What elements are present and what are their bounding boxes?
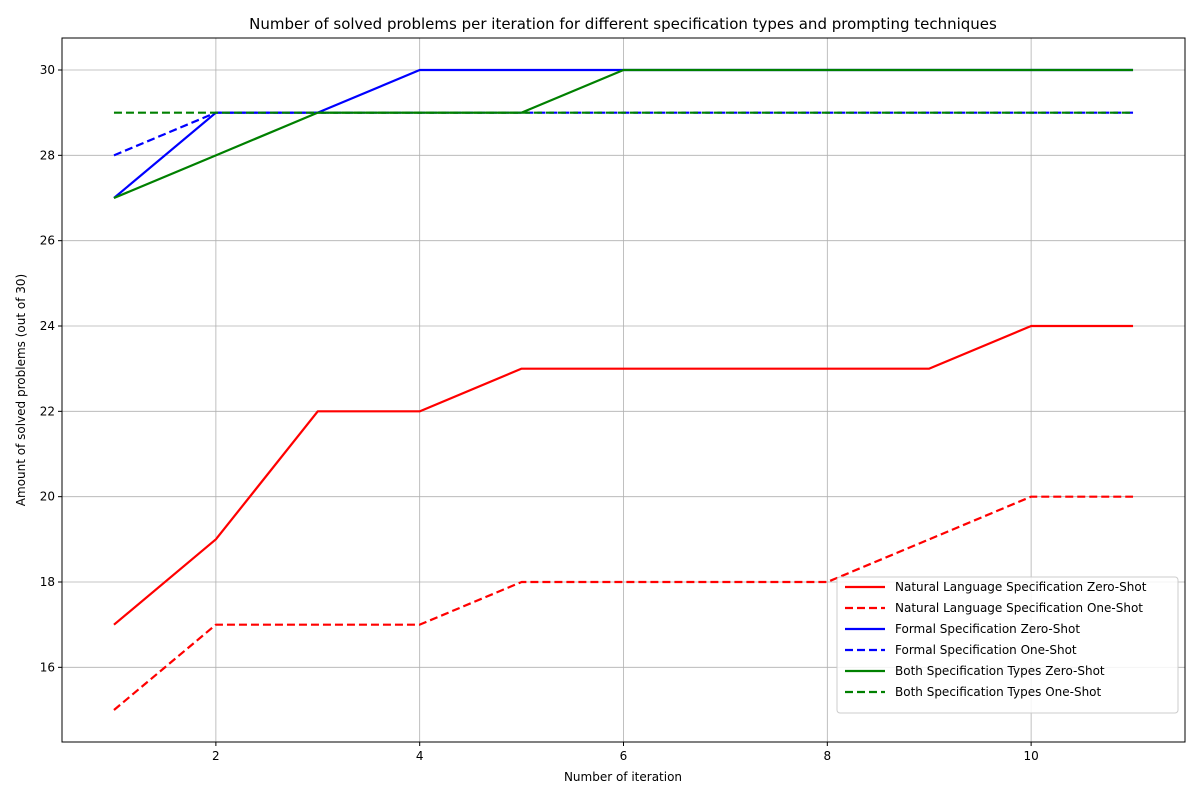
y-tick-label: 28 [40, 148, 55, 162]
legend-label: Formal Specification One-Shot [895, 643, 1077, 657]
y-tick-label: 30 [40, 63, 55, 77]
y-axis-ticks: 16 18 20 22 24 26 28 30 [40, 63, 62, 674]
y-axis-label: Amount of solved problems (out of 30) [14, 274, 28, 506]
series-line-2 [113, 495, 1134, 711]
y-tick-label: 16 [40, 660, 55, 674]
x-tick-label: 2 [212, 749, 220, 763]
y-tick-label: 20 [40, 490, 55, 504]
x-tick-label: 8 [823, 749, 831, 763]
legend-box [836, 576, 1179, 714]
x-axis-label: Number of iteration [564, 770, 682, 784]
y-tick-label: 26 [40, 234, 55, 248]
legend-label: Natural Language Specification Zero-Shot [895, 580, 1147, 594]
legend-label: Both Specification Types One-Shot [895, 685, 1102, 699]
legend: Natural Language Specification Zero-Shot… [836, 576, 1179, 714]
series-layer [113, 68, 1134, 711]
legend-label: Both Specification Types Zero-Shot [895, 664, 1105, 678]
y-tick-label: 22 [40, 404, 55, 418]
x-tick-label: 6 [620, 749, 628, 763]
x-tick-label: 4 [416, 749, 424, 763]
legend-label: Natural Language Specification One-Shot [895, 601, 1143, 615]
series-line-5 [113, 68, 1134, 200]
x-axis-ticks: 2 4 6 8 10 [212, 742, 1039, 763]
series-line-1 [113, 324, 1134, 626]
legend-label: Formal Specification Zero-Shot [895, 622, 1080, 636]
x-tick-label: 10 [1023, 749, 1038, 763]
y-tick-label: 18 [40, 575, 55, 589]
y-tick-label: 24 [40, 319, 55, 333]
chart-title: Number of solved problems per iteration … [249, 15, 997, 33]
